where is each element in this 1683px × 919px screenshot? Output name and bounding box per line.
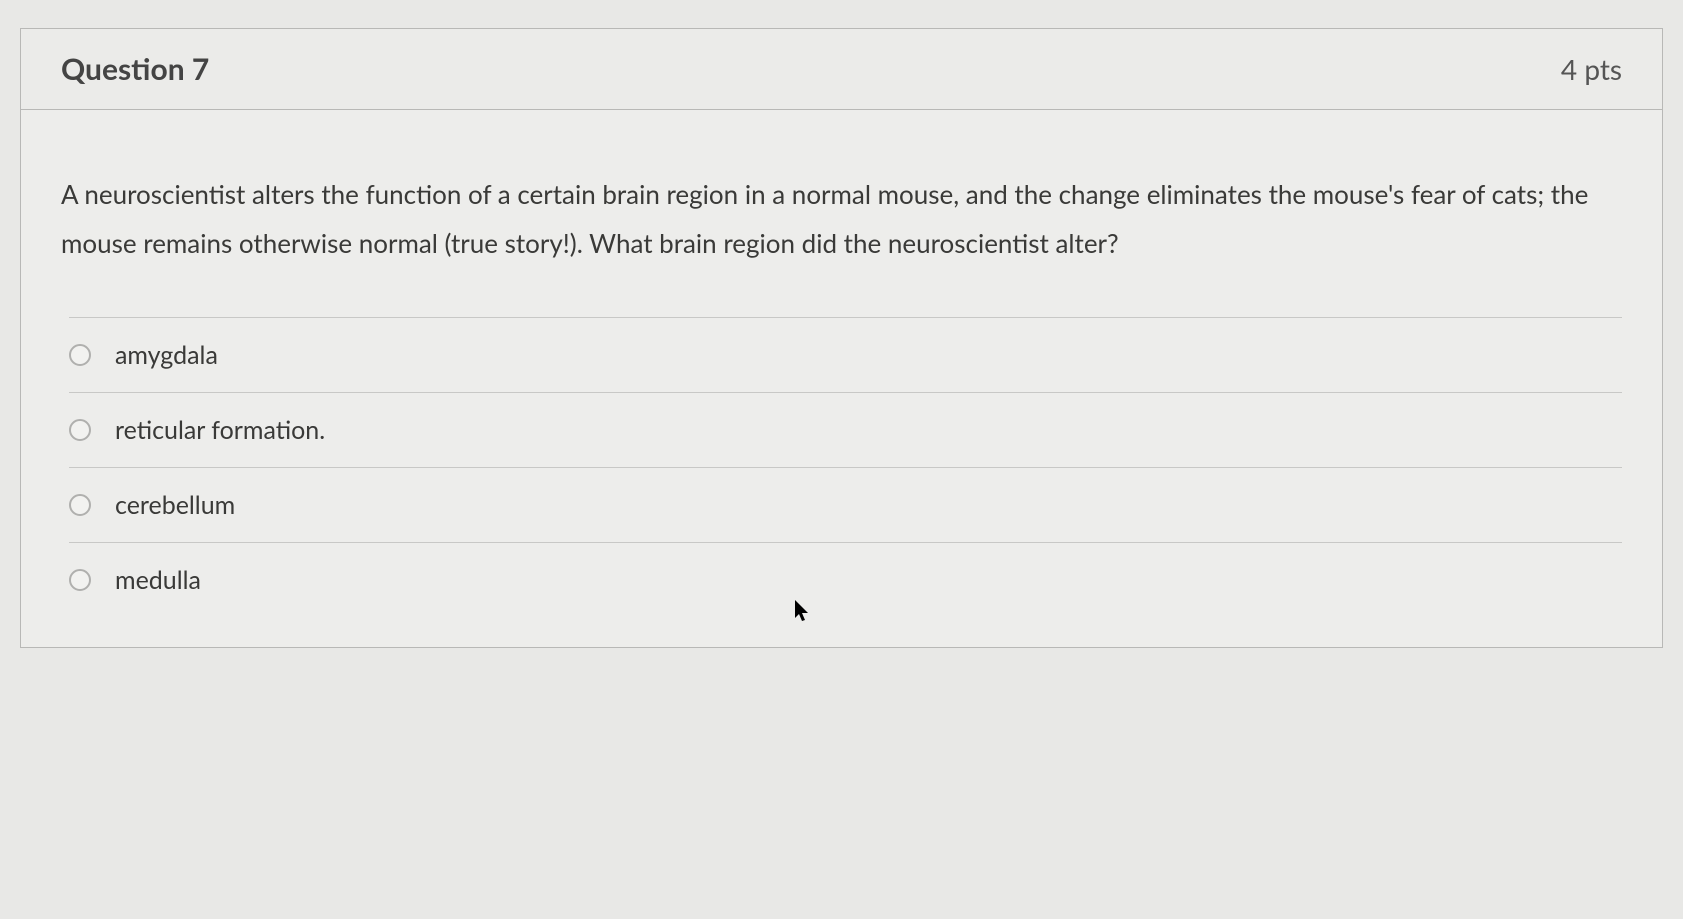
answer-list: amygdala reticular formation. cerebellum…: [69, 317, 1622, 617]
answer-radio-3[interactable]: [69, 569, 91, 591]
answer-option[interactable]: cerebellum: [69, 467, 1622, 542]
answer-option[interactable]: amygdala: [69, 317, 1622, 392]
question-header: Question 7 4 pts: [21, 29, 1662, 110]
answer-option[interactable]: medulla: [69, 542, 1622, 617]
answer-radio-2[interactable]: [69, 494, 91, 516]
question-points: 4 pts: [1561, 52, 1622, 86]
answer-label: amygdala: [115, 340, 218, 370]
answer-label: medulla: [115, 565, 201, 595]
answer-radio-1[interactable]: [69, 419, 91, 441]
answer-radio-0[interactable]: [69, 344, 91, 366]
question-title: Question 7: [61, 51, 209, 87]
question-body: A neuroscientist alters the function of …: [21, 110, 1662, 647]
answer-option[interactable]: reticular formation.: [69, 392, 1622, 467]
answer-label: reticular formation.: [115, 415, 325, 445]
page-wrapper: Question 7 4 pts A neuroscientist alters…: [0, 0, 1683, 668]
answer-label: cerebellum: [115, 490, 235, 520]
question-card: Question 7 4 pts A neuroscientist alters…: [20, 28, 1663, 648]
question-prompt: A neuroscientist alters the function of …: [61, 170, 1622, 269]
